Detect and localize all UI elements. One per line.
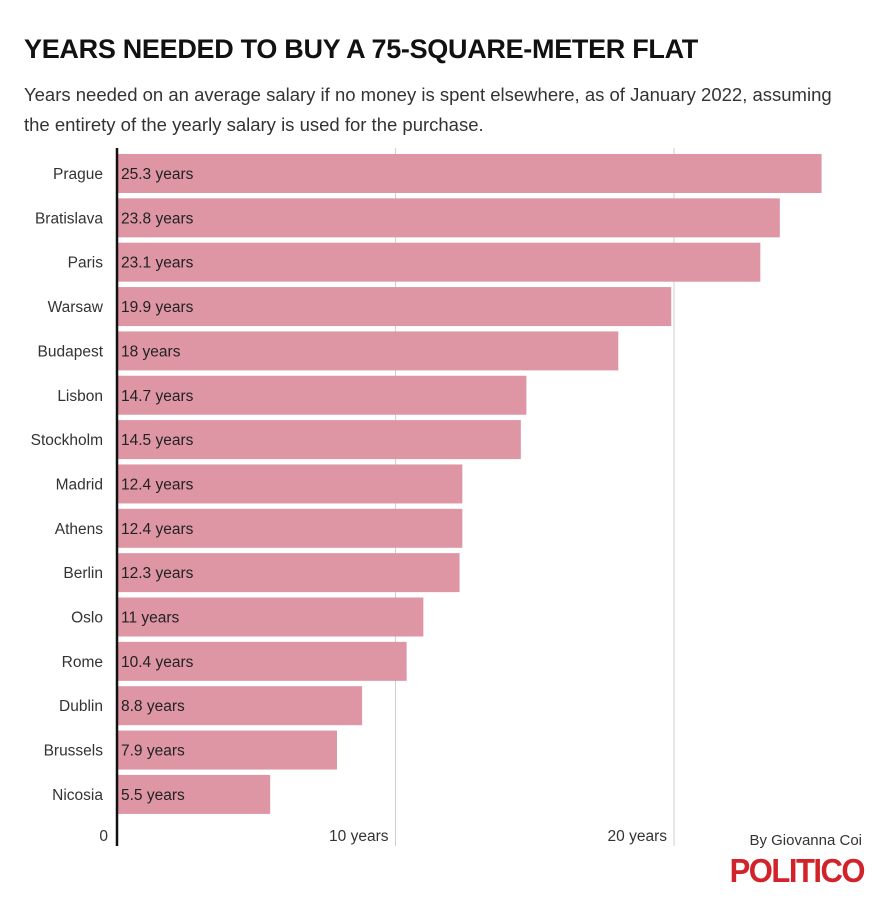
data-label: 10.4 years: [121, 654, 194, 671]
data-label: 23.1 years: [121, 255, 194, 272]
data-label: 19.9 years: [121, 299, 194, 316]
bar: [117, 154, 822, 193]
bar: [117, 331, 619, 371]
bar: [117, 242, 761, 282]
bar: [117, 464, 463, 504]
bar: [117, 508, 463, 548]
category-label: Prague: [53, 166, 103, 183]
bar: [117, 597, 424, 637]
category-label: Nicosia: [52, 787, 103, 804]
data-label: 14.7 years: [121, 388, 194, 405]
data-label: 14.5 years: [121, 432, 194, 449]
category-label: Bratislava: [35, 210, 103, 227]
bar: [117, 287, 672, 327]
category-label: Rome: [62, 654, 103, 671]
category-label: Dublin: [59, 698, 103, 715]
category-label: Paris: [68, 255, 104, 272]
category-label: Madrid: [56, 476, 103, 493]
data-label: 12.3 years: [121, 565, 194, 582]
x-tick-label: 20 years: [608, 828, 668, 845]
chart-subtitle: Years needed on an average salary if no …: [24, 84, 832, 135]
category-label: Berlin: [63, 565, 103, 582]
category-label: Stockholm: [31, 432, 103, 449]
category-labels: Prague Bratislava Paris Warsaw Budapest Lisbo…: [31, 166, 104, 804]
category-label: Budapest: [38, 343, 104, 360]
data-labels: 25.3 years 23.8 years 23.1 years 19.9 years…: [121, 166, 194, 804]
bar: [117, 686, 363, 726]
bar: [117, 774, 271, 814]
politico-logo: POLITICO: [729, 852, 866, 890]
x-tick-labels: 0 10 years 20 years: [99, 828, 667, 845]
chart-title: YEARS NEEDED TO BUY A 75-SQUARE-METER FL…: [24, 34, 698, 64]
bar: [117, 641, 407, 681]
x-tick-label: 0: [99, 828, 108, 845]
category-label: Brussels: [44, 743, 104, 760]
data-label: 12.4 years: [121, 476, 194, 493]
data-label: 23.8 years: [121, 210, 194, 227]
data-label: 12.4 years: [121, 521, 194, 538]
data-label: 7.9 years: [121, 743, 185, 760]
data-label: 25.3 years: [121, 166, 194, 183]
data-label: 5.5 years: [121, 787, 185, 804]
bars: [117, 154, 822, 814]
bar: [117, 375, 527, 415]
bar: [117, 198, 780, 238]
data-label: 18 years: [121, 343, 181, 360]
category-label: Lisbon: [57, 388, 103, 405]
category-label: Athens: [55, 521, 104, 538]
byline: By Giovanna Coi: [749, 832, 862, 849]
category-label: Oslo: [71, 610, 103, 627]
bar: [117, 553, 460, 593]
bar: [117, 420, 521, 460]
data-label: 8.8 years: [121, 698, 185, 715]
bar: [117, 730, 338, 770]
x-tick-label: 10 years: [329, 828, 389, 845]
data-label: 11 years: [121, 610, 180, 627]
category-label: Warsaw: [48, 299, 104, 316]
